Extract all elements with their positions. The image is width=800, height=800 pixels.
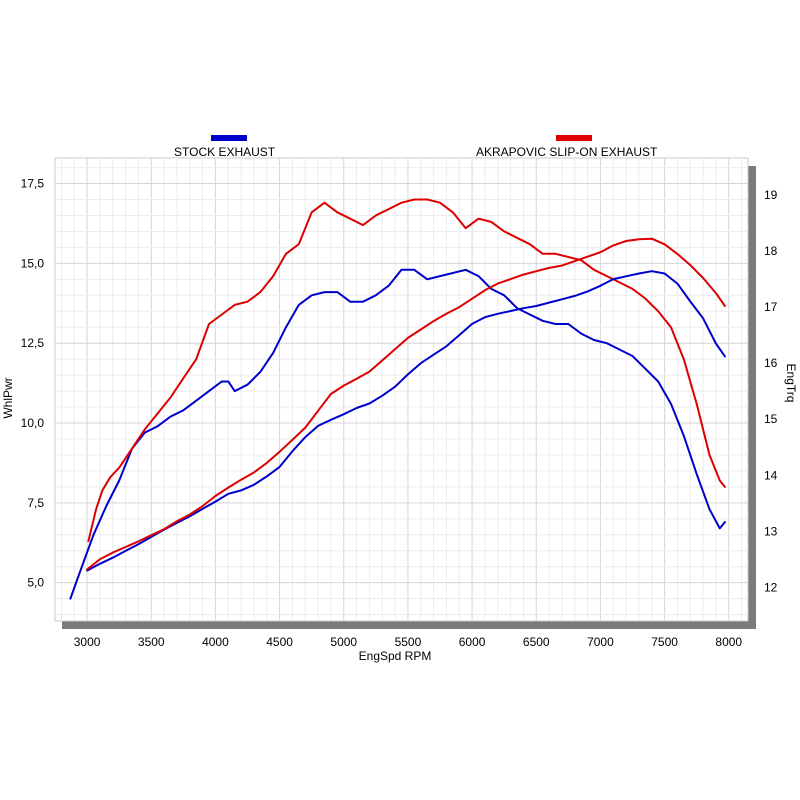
y-right-tick-label: 12: [764, 580, 778, 594]
grid: [55, 158, 748, 621]
x-tick-label: 6000: [459, 635, 486, 649]
y-right-tick-label: 17: [764, 300, 778, 314]
x-tick-label: 4000: [202, 635, 229, 649]
legend-label-akrapovic: AKRAPOVIC SLIP-ON EXHAUST: [476, 145, 658, 159]
x-tick-label: 7000: [587, 635, 614, 649]
y-axis-right-title: EngTrq: [784, 364, 798, 403]
y-right-tick-label: 19: [764, 188, 778, 202]
legend: STOCK EXHAUST AKRAPOVIC SLIP-ON EXHAUST: [174, 135, 658, 159]
y-axis-right: 12 13 14 15 16 17 18 19: [764, 188, 778, 594]
y-right-tick-label: 14: [764, 468, 778, 482]
y-right-tick-label: 16: [764, 356, 778, 370]
y-axis-left: 5,0 7,5 10,0 12,5 15,0 17,5: [21, 177, 45, 590]
x-tick-label: 4500: [266, 635, 293, 649]
x-axis-title: EngSpd RPM: [359, 649, 432, 663]
y-axis-left-title: WhlPwr: [1, 377, 15, 418]
x-tick-label: 8000: [715, 635, 742, 649]
plot-bottom-shadow: [62, 621, 756, 629]
y-right-tick-label: 15: [764, 412, 778, 426]
y-left-tick-label: 17,5: [21, 177, 45, 191]
legend-swatch-stock: [211, 135, 247, 141]
series-torque-stock: [86, 270, 726, 572]
series-layer: [69, 198, 726, 600]
x-tick-label: 6500: [523, 635, 550, 649]
plot-area: [54, 157, 749, 622]
y-right-tick-label: 18: [764, 244, 778, 258]
y-left-tick-label: 10,0: [21, 416, 45, 430]
x-tick-label: 5500: [395, 635, 422, 649]
y-left-tick-label: 12,5: [21, 336, 45, 350]
x-tick-label: 3000: [74, 635, 101, 649]
x-axis: 3000 3500 4000 4500 5000 5500 6000 6500 7000 7500…: [74, 635, 743, 649]
legend-label-stock: STOCK EXHAUST: [174, 145, 276, 159]
plot-right-shadow: [748, 166, 756, 629]
y-left-tick-label: 7,5: [27, 496, 44, 510]
series-power-akrapovic: [87, 198, 726, 543]
x-tick-label: 3500: [138, 635, 165, 649]
x-tick-label: 5000: [330, 635, 357, 649]
y-left-tick-label: 15,0: [21, 256, 45, 270]
series-power-stock: [69, 268, 726, 600]
series-torque-akrapovic: [86, 237, 726, 571]
x-tick-label: 7500: [651, 635, 678, 649]
y-right-tick-label: 13: [764, 524, 778, 538]
legend-swatch-akrapovic: [556, 135, 592, 141]
y-left-tick-label: 5,0: [27, 576, 44, 590]
